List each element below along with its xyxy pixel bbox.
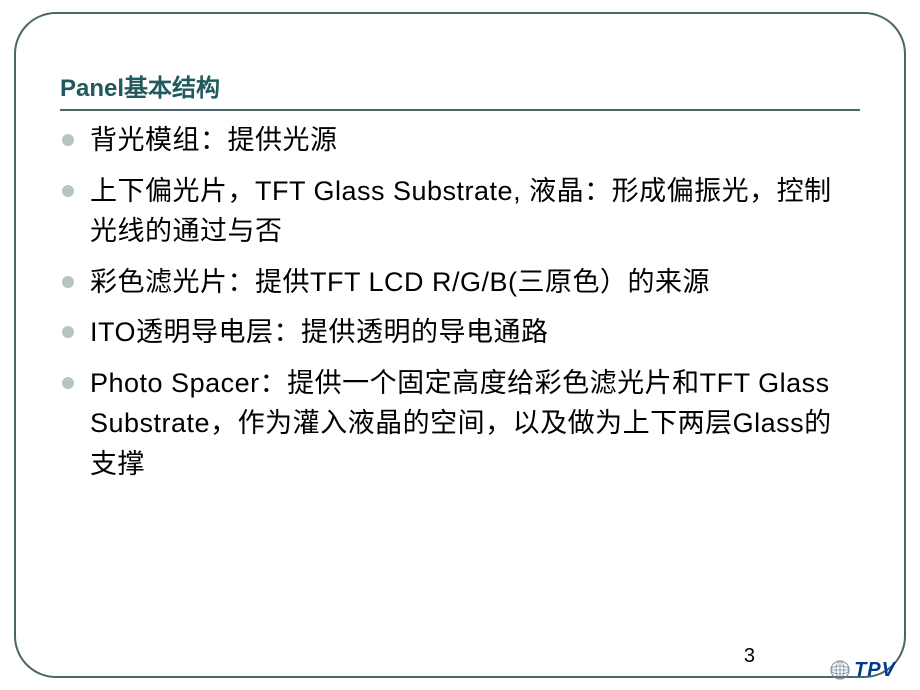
bullet-item: Photo Spacer：提供一个固定高度给彩色滤光片和TFT Glass Su… — [62, 363, 858, 485]
bullet-item: 上下偏光片，TFT Glass Substrate, 液晶：形成偏振光，控制光线… — [62, 171, 858, 252]
logo: TPV — [828, 658, 896, 682]
bullet-item: 彩色滤光片：提供TFT LCD R/G/B(三原色）的来源 — [62, 262, 858, 303]
bullet-dot-icon — [62, 134, 74, 146]
content-area: 背光模组：提供光源 上下偏光片，TFT Glass Substrate, 液晶：… — [62, 120, 858, 494]
bullet-item: 背光模组：提供光源 — [62, 120, 858, 161]
page-number: 3 — [744, 645, 755, 668]
bullet-dot-icon — [62, 326, 74, 338]
bullet-dot-icon — [62, 377, 74, 389]
globe-icon — [828, 658, 852, 682]
slide-title: Panel基本结构 — [60, 68, 860, 109]
bullet-text: Photo Spacer：提供一个固定高度给彩色滤光片和TFT Glass Su… — [90, 363, 858, 485]
title-section: Panel基本结构 — [60, 68, 860, 111]
bullet-text: 背光模组：提供光源 — [90, 120, 338, 161]
bullet-item: ITO透明导电层：提供透明的导电通路 — [62, 312, 858, 353]
bullet-text: 上下偏光片，TFT Glass Substrate, 液晶：形成偏振光，控制光线… — [90, 171, 858, 252]
logo-text: TPV — [854, 659, 896, 682]
bullet-text: 彩色滤光片：提供TFT LCD R/G/B(三原色）的来源 — [90, 262, 710, 303]
title-underline — [60, 109, 860, 111]
bullet-dot-icon — [62, 276, 74, 288]
bullet-dot-icon — [62, 185, 74, 197]
bullet-text: ITO透明导电层：提供透明的导电通路 — [90, 312, 549, 353]
